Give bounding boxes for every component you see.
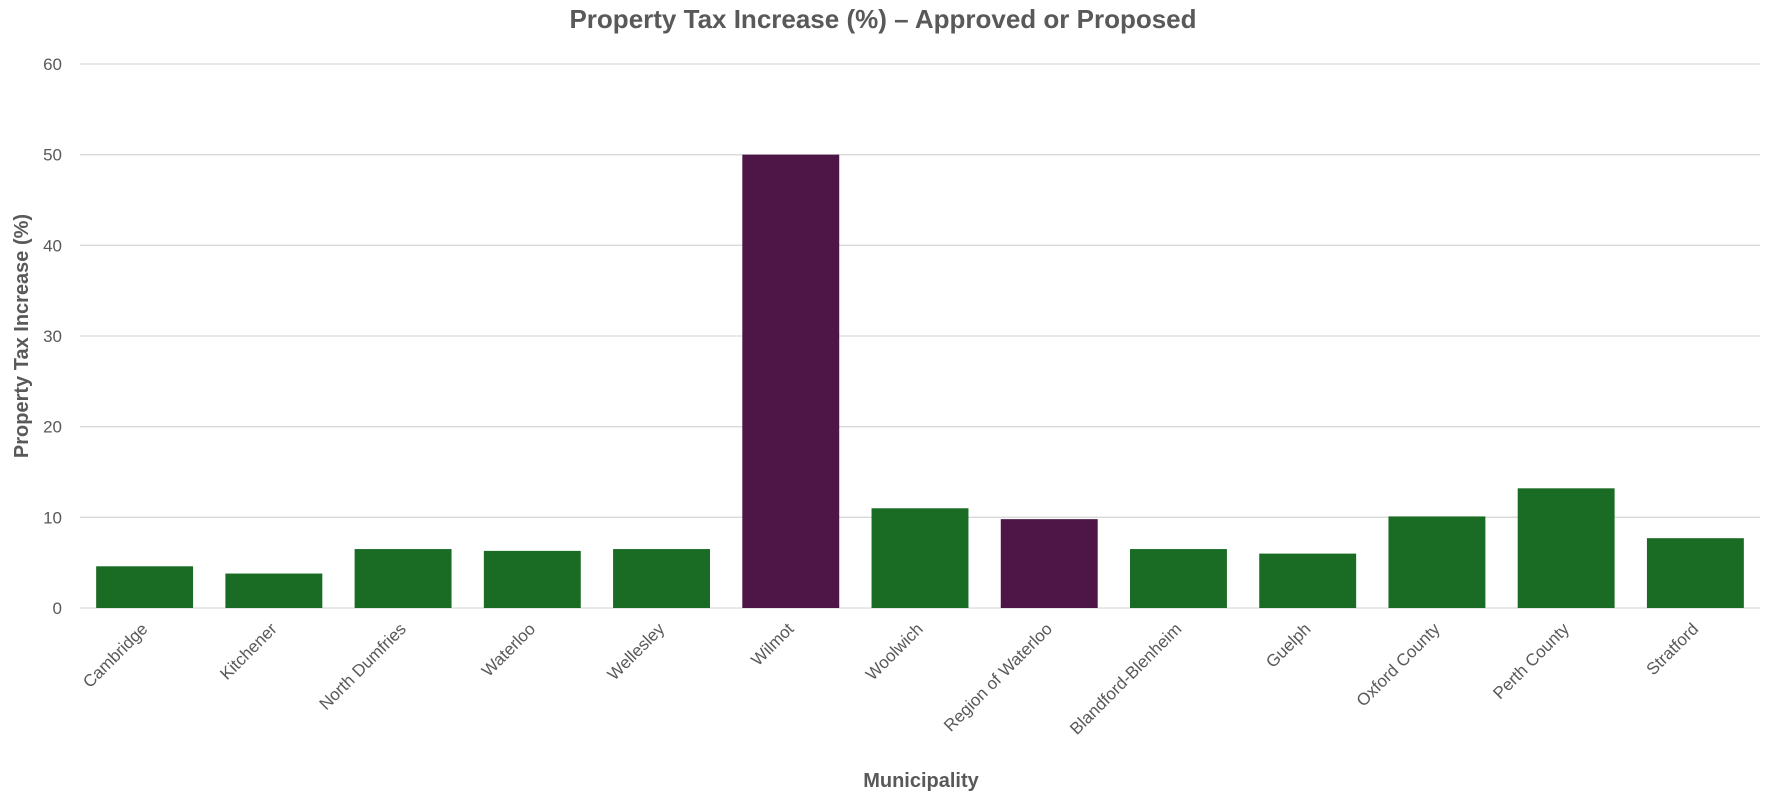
y-tick-label: 0 xyxy=(53,599,62,618)
y-tick-label: 10 xyxy=(43,508,62,527)
bar xyxy=(96,566,194,608)
x-tick-label: Kitchener xyxy=(216,619,280,683)
bar xyxy=(1259,553,1357,608)
y-tick-label: 20 xyxy=(43,418,62,437)
x-tick-label: Waterloo xyxy=(478,619,539,680)
bars xyxy=(96,154,1744,608)
x-axis-categories: Cambridge Kitchener North Dumfries Waterloo… xyxy=(79,619,1702,738)
x-tick-label: Stratford xyxy=(1643,619,1703,679)
x-tick-label: Cambridge xyxy=(79,619,151,691)
bar xyxy=(354,549,452,608)
x-axis-title: Municipality xyxy=(863,770,979,792)
x-tick-label: Region of Waterloo xyxy=(940,619,1056,735)
bar xyxy=(613,549,710,608)
bar xyxy=(1646,538,1744,608)
y-tick-label: 40 xyxy=(43,236,62,255)
x-tick-label: Guelph xyxy=(1262,619,1314,671)
y-tick-label: 30 xyxy=(43,327,62,346)
y-tick-label: 50 xyxy=(43,146,62,165)
x-tick-label: Blandford-Blenheim xyxy=(1066,619,1185,738)
bar xyxy=(483,550,581,608)
chart-title: Property Tax Increase (%) – Approved or … xyxy=(569,4,1196,34)
x-tick-label: Wilmot xyxy=(747,619,797,669)
gridlines xyxy=(80,63,1760,609)
bar xyxy=(742,154,840,608)
y-axis-title: Property Tax Increase (%) xyxy=(11,214,33,458)
bar xyxy=(871,508,969,608)
y-axis-ticks: 0 10 20 30 40 50 60 xyxy=(43,55,62,618)
x-tick-label: Wellesley xyxy=(604,619,669,684)
x-tick-label: Perth County xyxy=(1489,619,1573,703)
bar xyxy=(225,573,323,608)
bar xyxy=(1000,519,1098,608)
x-tick-label: Woolwich xyxy=(862,619,927,684)
bar xyxy=(1517,488,1615,608)
y-tick-label: 60 xyxy=(43,55,62,74)
bar xyxy=(1388,516,1486,608)
bar xyxy=(1130,549,1227,608)
x-tick-label: Oxford County xyxy=(1353,619,1444,710)
x-tick-label: North Dumfries xyxy=(316,619,410,713)
